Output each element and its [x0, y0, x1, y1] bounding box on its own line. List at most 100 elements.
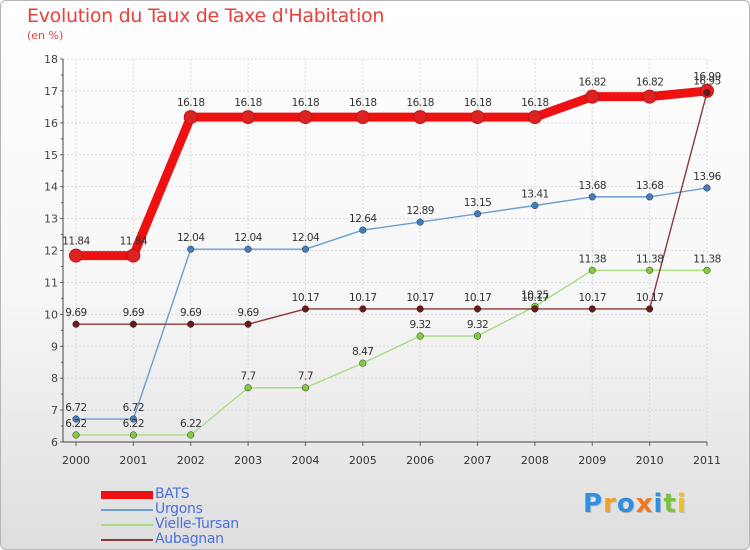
data-label-bats: 16.18	[177, 97, 205, 109]
data-label-aubagnan: 9.69	[123, 307, 144, 319]
data-point-urgons	[473, 210, 482, 218]
logo-letter: o	[616, 489, 636, 519]
data-point-aubagnan	[244, 320, 252, 328]
x-tick-label: 2001	[119, 454, 147, 467]
legend-swatch	[101, 538, 153, 541]
y-tick-label: 6	[51, 436, 58, 449]
data-label-vielle-tursan: 6.22	[180, 418, 201, 430]
data-label-aubagnan: 10.17	[578, 292, 606, 304]
y-tick-label: 9	[51, 340, 58, 353]
data-label-vielle-tursan: 9.32	[467, 319, 488, 331]
x-tick-label: 2005	[349, 454, 377, 467]
data-label-urgons: 12.89	[406, 205, 434, 217]
y-tick-label: 15	[44, 149, 58, 162]
legend-label: BATS	[155, 486, 190, 502]
x-tick-label: 2003	[234, 454, 262, 467]
logo-letter: x	[635, 489, 654, 519]
series-line-urgons	[75, 187, 708, 420]
data-label-aubagnan: 10.17	[292, 292, 320, 304]
data-point-aubagnan	[187, 320, 195, 328]
y-tick-label: 7	[51, 404, 58, 417]
data-label-vielle-tursan: 7.7	[240, 371, 255, 383]
series-labels: 11.84 11.84 16.18 16.18 16.18 16.18 16.18 16.18…	[62, 71, 722, 430]
series-line-aubagnan	[75, 91, 708, 325]
logo-letter: i	[653, 489, 664, 519]
logo-letter: i	[676, 489, 687, 519]
data-point-bats	[642, 89, 657, 104]
data-label-aubagnan: 10.17	[349, 292, 377, 304]
data-point-urgons	[531, 201, 539, 210]
data-point-bats	[585, 89, 600, 104]
data-label-urgons: 12.04	[292, 232, 320, 244]
data-point-aubagnan	[473, 305, 482, 313]
legend-label: Aubagnan	[155, 531, 224, 547]
data-point-bats	[241, 110, 256, 125]
data-label-urgons: 13.68	[578, 180, 606, 192]
legend-item-urgons: Urgons	[101, 502, 239, 517]
legend: BATS Urgons Vielle-Tursan Aubagnan	[101, 487, 239, 547]
y-tick-label: 17	[44, 85, 58, 98]
data-point-urgons	[129, 415, 137, 423]
legend-item-aubagnan: Aubagnan	[101, 532, 239, 547]
legend-item-vielle-tursan: Vielle-Tursan	[101, 517, 239, 532]
data-point-urgons	[301, 245, 310, 253]
x-tick-label: 2010	[636, 454, 664, 467]
x-tick-label: 2007	[464, 454, 492, 467]
data-label-urgons: 6.72	[65, 402, 86, 414]
legend-swatch	[101, 490, 153, 499]
data-point-vielle-tursan	[244, 384, 252, 392]
data-label-urgons: 13.15	[464, 197, 492, 209]
x-tick-label: 2008	[521, 454, 549, 467]
x-tick-label: 2004	[291, 454, 319, 467]
data-label-bats: 16.82	[636, 77, 664, 89]
logo-letter: r	[603, 489, 617, 519]
y-tick-label: 16	[44, 117, 58, 130]
data-label-urgons: 6.72	[123, 402, 144, 414]
data-label-vielle-tursan: 6.22	[123, 418, 144, 430]
data-point-urgons	[646, 193, 654, 201]
data-point-bats	[470, 110, 485, 125]
data-label-bats: 11.84	[120, 236, 148, 248]
legend-swatch	[101, 523, 153, 526]
axes: 6 7 8 9 10 11 12 13 14 15 16 17 18 2000 2001 2002 2003 20…	[44, 53, 721, 467]
data-point-bats	[183, 110, 198, 125]
legend-label: Vielle-Tursan	[155, 516, 239, 532]
data-label-bats: 16.18	[521, 97, 549, 109]
data-point-urgons	[72, 415, 80, 423]
data-point-aubagnan	[588, 305, 596, 313]
y-tick-label: 10	[44, 308, 58, 321]
data-label-bats: 16.18	[292, 97, 320, 109]
data-point-bats	[527, 110, 542, 125]
data-label-aubagnan: 10.17	[521, 292, 549, 304]
data-label-aubagnan: 9.69	[180, 307, 201, 319]
legend-item-bats: BATS	[101, 487, 239, 502]
data-point-urgons	[588, 193, 596, 201]
data-point-urgons	[703, 184, 711, 192]
x-tick-label: 2011	[693, 454, 721, 467]
data-label-aubagnan: 10.17	[406, 292, 434, 304]
data-point-bats	[69, 248, 83, 263]
data-label-urgons: 13.96	[693, 171, 721, 183]
data-label-bats: 16.18	[234, 97, 262, 109]
logo-letter: P	[583, 489, 604, 519]
data-label-bats: 16.18	[406, 97, 434, 109]
data-point-bats	[298, 110, 313, 125]
data-label-vielle-tursan: 10.25	[521, 289, 549, 301]
x-tick-label: 2002	[177, 454, 205, 467]
series-markers	[69, 83, 714, 439]
x-tick-label: 2006	[406, 454, 434, 467]
data-point-vielle-tursan	[359, 359, 367, 367]
y-tick-label: 12	[44, 245, 58, 258]
data-label-vielle-tursan: 7.7	[298, 371, 313, 383]
data-point-aubagnan	[301, 305, 310, 313]
data-point-aubagnan	[703, 88, 711, 97]
data-label-bats: 11.84	[62, 236, 90, 248]
data-point-vielle-tursan	[129, 431, 137, 439]
data-point-vielle-tursan	[187, 431, 195, 439]
data-point-vielle-tursan	[72, 431, 80, 439]
data-point-bats	[126, 248, 141, 263]
legend-swatch	[101, 508, 153, 511]
data-label-vielle-tursan: 11.38	[636, 253, 664, 265]
